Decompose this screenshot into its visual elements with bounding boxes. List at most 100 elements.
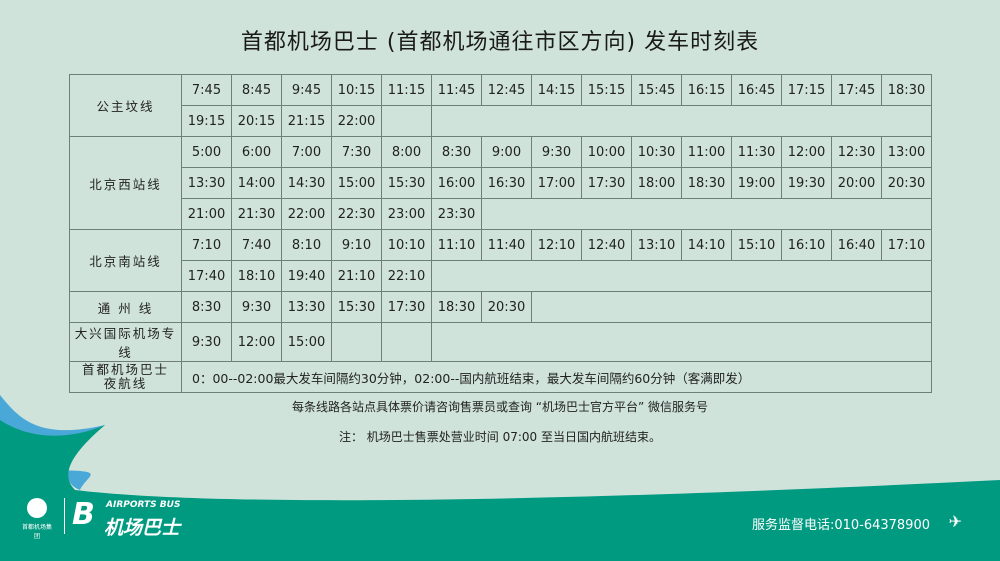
departure-time: 15:15 xyxy=(581,74,632,106)
departure-time: 13:30 xyxy=(281,291,332,323)
departure-time: 14:00 xyxy=(231,167,282,199)
departure-time: 7:45 xyxy=(181,74,232,106)
departure-time: 10:30 xyxy=(631,136,682,168)
departure-time: 19:40 xyxy=(281,260,332,292)
empty-cell xyxy=(331,322,382,362)
departure-time: 21:30 xyxy=(231,198,282,230)
departure-time: 16:45 xyxy=(731,74,782,106)
departure-time: 22:30 xyxy=(331,198,382,230)
table-row: 公主坟线 7:45 8:45 9:45 10:15 11:15 11:45 12:45 14:1… xyxy=(69,74,932,137)
departure-time: 15:10 xyxy=(731,229,782,261)
departure-time: 9:30 xyxy=(181,322,232,362)
departure-time: 23:00 xyxy=(381,198,432,230)
departure-time: 18:30 xyxy=(681,167,732,199)
night-route-name-line1: 首都机场巴士 xyxy=(81,362,169,377)
departure-time: 18:30 xyxy=(881,74,932,106)
departure-time: 11:30 xyxy=(731,136,782,168)
departure-time: 17:40 xyxy=(181,260,232,292)
plane-icon: ✈ xyxy=(948,512,962,531)
departure-time: 17:30 xyxy=(381,291,432,323)
departure-time: 11:10 xyxy=(431,229,482,261)
departure-time: 11:00 xyxy=(681,136,732,168)
table-row: 大兴国际机场专线 9:30 12:00 15:00 xyxy=(69,322,932,362)
departure-time: 16:15 xyxy=(681,74,732,106)
table-row: 13:30 14:00 14:30 15:00 15:30 16:00 16:30 17:00… xyxy=(70,167,932,199)
departure-time: 12:40 xyxy=(581,229,632,261)
timetable: 公主坟线 7:45 8:45 9:45 10:15 11:15 11:45 12:45 14:1… xyxy=(69,74,932,393)
departure-time: 8:30 xyxy=(181,291,232,323)
empty-cell xyxy=(481,198,932,230)
departure-time: 16:40 xyxy=(831,229,882,261)
departure-time: 14:10 xyxy=(681,229,732,261)
group-logo-text: 首都机场集团 xyxy=(21,524,52,540)
departure-time: 9:30 xyxy=(231,291,282,323)
departure-time: 18:00 xyxy=(631,167,682,199)
departure-time: 15:30 xyxy=(381,167,432,199)
departure-time: 16:30 xyxy=(481,167,532,199)
route-name: 通 州 线 xyxy=(69,291,182,323)
night-route-note: 0：00--02:00最大发车间隔约30分钟，02:00--国内航班结束，最大发… xyxy=(181,361,932,393)
departure-time: 8:10 xyxy=(281,229,332,261)
departure-time: 19:00 xyxy=(731,167,782,199)
departure-time: 12:30 xyxy=(831,136,882,168)
departure-time: 16:10 xyxy=(781,229,832,261)
departure-time: 12:00 xyxy=(231,322,282,362)
departure-time: 17:45 xyxy=(831,74,882,106)
departure-time: 20:30 xyxy=(881,167,932,199)
departure-time: 11:40 xyxy=(481,229,532,261)
departure-time: 21:15 xyxy=(281,105,332,137)
table-row: 17:40 18:10 19:40 21:10 22:10 xyxy=(70,260,932,292)
departure-time: 15:00 xyxy=(331,167,382,199)
route-name-night: 首都机场巴士 夜航线 xyxy=(69,361,182,393)
departure-time: 15:00 xyxy=(281,322,332,362)
office-hours-note: 注： 机场巴士售票处营业时间 07:00 至当日国内航班结束。 xyxy=(338,430,662,444)
departure-time: 12:00 xyxy=(781,136,832,168)
departure-time: 7:00 xyxy=(281,136,332,168)
table-row: 北京西站线 5:00 6:00 7:00 7:30 8:00 8:30 9:00 9:30 10:… xyxy=(69,136,932,230)
departure-time: 12:10 xyxy=(531,229,582,261)
departure-time: 11:15 xyxy=(381,74,432,106)
table-row: 通 州 线 8:30 9:30 13:30 15:30 17:30 18:30 20:30 xyxy=(69,291,932,323)
departure-time: 14:30 xyxy=(281,167,332,199)
departure-time: 21:00 xyxy=(181,198,232,230)
departure-time: 13:00 xyxy=(881,136,932,168)
departure-time: 18:10 xyxy=(231,260,282,292)
departure-time: 22:10 xyxy=(381,260,432,292)
route-name: 大兴国际机场专线 xyxy=(69,322,182,362)
departure-time: 21:10 xyxy=(331,260,382,292)
departure-time: 9:10 xyxy=(331,229,382,261)
departure-time: 15:30 xyxy=(331,291,382,323)
fare-info: 每条线路各站点具体票价请咨询售票员或查询 “机场巴士官方平台” 微信服务号 xyxy=(291,400,709,414)
departure-time: 20:15 xyxy=(231,105,282,137)
empty-cell xyxy=(531,291,932,323)
empty-cell xyxy=(431,105,932,137)
departure-time: 22:00 xyxy=(331,105,382,137)
group-logo-icon xyxy=(27,498,47,518)
table-row: 北京南站线 7:10 7:40 8:10 9:10 10:10 11:10 11:40 12:1… xyxy=(69,229,932,292)
empty-cell xyxy=(381,322,432,362)
departure-time: 10:15 xyxy=(331,74,382,106)
departure-time: 17:00 xyxy=(531,167,582,199)
departure-time: 5:00 xyxy=(181,136,232,168)
departure-time: 10:00 xyxy=(581,136,632,168)
departure-time: 22:00 xyxy=(281,198,332,230)
departure-time: 20:30 xyxy=(481,291,532,323)
departure-time: 19:15 xyxy=(181,105,232,137)
departure-time: 23:30 xyxy=(431,198,482,230)
table-row: 21:00 21:30 22:00 22:30 23:00 23:30 xyxy=(70,198,932,230)
departure-time: 17:30 xyxy=(581,167,632,199)
empty-cell xyxy=(431,322,932,362)
brand-cn: 机场巴士 xyxy=(104,517,181,539)
departure-time: 19:30 xyxy=(781,167,832,199)
departure-time: 18:30 xyxy=(431,291,482,323)
bus-logo-icon: B xyxy=(72,497,95,532)
departure-time: 13:10 xyxy=(631,229,682,261)
departure-time: 12:45 xyxy=(481,74,532,106)
departure-time: 10:10 xyxy=(381,229,432,261)
departure-time: 9:45 xyxy=(281,74,332,106)
departure-time: 17:15 xyxy=(781,74,832,106)
route-name: 北京西站线 xyxy=(69,136,182,230)
service-phone: 服务监督电话:010-64378900 xyxy=(751,518,930,533)
departure-time: 7:10 xyxy=(181,229,232,261)
